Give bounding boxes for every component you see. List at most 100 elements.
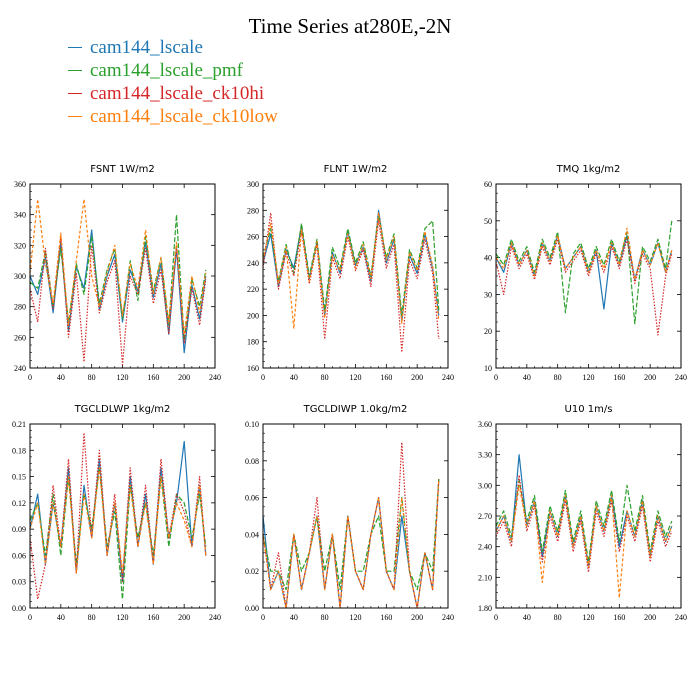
y-tick-label: 2.70 (478, 512, 492, 521)
y-tick-label: 200 (247, 311, 259, 320)
legend-label-lscale: cam144_lscale (90, 37, 203, 58)
chart-title: TMQ 1kg/m2 (556, 164, 621, 175)
x-tick-label: 240 (675, 373, 687, 382)
y-tick-label: 0.10 (245, 420, 259, 429)
y-tick-label: 0.02 (245, 567, 259, 576)
y-tick-label: 0.18 (12, 446, 26, 455)
legend-swatch-lscale-pmf (68, 70, 82, 71)
series-line-cam144-lscale (495, 234, 673, 310)
chart-panel-2: TMQ 1kg/m2 0 40 80 120 160 200 240 10 20 30 40 50 60 (484, 164, 687, 382)
figure-title: Time Series at280E,-2N (248, 14, 452, 38)
x-tick-label: 200 (644, 613, 656, 622)
series-line-cam144-lscale (262, 479, 440, 609)
legend-item-lscale-pmf: cam144_lscale_pmf (68, 59, 278, 82)
y-tick-label: 30 (484, 290, 492, 299)
y-tick-label: 3.60 (478, 420, 492, 429)
x-tick-label: 120 (117, 613, 129, 622)
legend-item-lscale: cam144_lscale (68, 36, 278, 59)
series-line-cam144-lscale-ck10hi (29, 432, 207, 600)
y-tick-label: 0.12 (12, 499, 26, 508)
x-tick-label: 240 (209, 373, 221, 382)
x-tick-label: 160 (613, 373, 625, 382)
series-line-cam144-lscale-pmf (29, 467, 207, 600)
legend-item-lscale-ck10low: cam144_lscale_ck10low (68, 105, 278, 128)
y-tick-label: 10 (484, 364, 492, 373)
y-tick-label: 160 (247, 364, 259, 373)
x-tick-label: 0 (494, 613, 498, 622)
legend-label-lscale-ck10hi: cam144_lscale_ck10hi (90, 83, 265, 104)
legend-label-lscale-pmf: cam144_lscale_pmf (90, 60, 244, 81)
y-tick-label: 60 (484, 180, 492, 189)
y-tick-label: 240 (14, 364, 26, 373)
y-tick-label: 0.06 (245, 494, 259, 503)
x-tick-label: 0 (494, 373, 498, 382)
series-line-cam144-lscale-ck10low (262, 212, 440, 330)
x-tick-label: 240 (442, 373, 454, 382)
y-tick-label: 50 (484, 217, 492, 226)
y-tick-label: 3.30 (478, 451, 492, 460)
x-tick-label: 40 (290, 373, 298, 382)
x-tick-label: 0 (28, 613, 32, 622)
y-tick-label: 0.21 (12, 420, 26, 429)
y-tick-label: 300 (247, 180, 259, 189)
legend-label-lscale-ck10low: cam144_lscale_ck10low (90, 106, 278, 127)
x-tick-label: 80 (88, 613, 96, 622)
x-tick-label: 120 (350, 613, 362, 622)
x-tick-label: 40 (57, 373, 65, 382)
x-tick-label: 80 (88, 373, 96, 382)
x-tick-label: 200 (411, 613, 423, 622)
y-tick-label: 260 (14, 333, 26, 342)
series-line-cam144-lscale (29, 440, 207, 583)
chart-title: TGCLDIWP 1.0kg/m2 (303, 404, 408, 415)
y-tick-label: 40 (484, 254, 492, 263)
x-tick-label: 240 (442, 613, 454, 622)
series-line-cam144-lscale-ck10hi (29, 235, 207, 366)
x-tick-label: 240 (209, 613, 221, 622)
x-tick-label: 160 (380, 373, 392, 382)
x-tick-label: 120 (583, 613, 595, 622)
y-tick-label: 3.00 (478, 481, 492, 490)
chart-panel-3: TGCLDLWP 1kg/m2 0 40 80 120 160 200 240 0.00 0.03… (12, 404, 221, 622)
chart-title: TGCLDLWP 1kg/m2 (74, 404, 171, 415)
series-line-cam144-lscale-ck10low (495, 227, 673, 281)
legend-swatch-lscale-ck10low (68, 116, 82, 117)
y-tick-label: 280 (247, 206, 259, 215)
x-tick-label: 80 (554, 373, 562, 382)
series-line-cam144-lscale-pmf (495, 220, 673, 325)
y-tick-label: 280 (14, 303, 26, 312)
y-tick-label: 2.10 (478, 573, 492, 582)
x-tick-label: 40 (523, 373, 531, 382)
chart-title: FLNT 1W/m2 (324, 164, 388, 175)
x-tick-label: 120 (583, 373, 595, 382)
x-tick-label: 160 (147, 373, 159, 382)
y-tick-label: 20 (484, 327, 492, 336)
x-tick-label: 200 (178, 613, 190, 622)
y-tick-label: 0.03 (12, 578, 26, 587)
chart-panel-4: TGCLDIWP 1.0kg/m2 0 40 80 120 160 200 240 0.00 0.… (245, 404, 454, 622)
x-tick-label: 120 (117, 373, 129, 382)
plot-frame (29, 423, 216, 609)
x-tick-label: 0 (28, 373, 32, 382)
x-tick-label: 40 (57, 613, 65, 622)
plot-frame (495, 423, 682, 609)
plot-frame (262, 423, 449, 609)
y-tick-label: 0.08 (245, 457, 259, 466)
y-tick-label: 340 (14, 211, 26, 220)
plot-frame (262, 183, 449, 369)
y-tick-label: 0.00 (245, 604, 259, 613)
plot-frame (495, 183, 682, 369)
legend-swatch-lscale (68, 47, 82, 48)
y-tick-label: 320 (14, 241, 26, 250)
series-line-cam144-lscale-ck10low (29, 198, 207, 335)
y-tick-label: 220 (247, 285, 259, 294)
y-tick-label: 180 (247, 338, 259, 347)
chart-title: U10 1m/s (565, 404, 613, 415)
x-tick-label: 0 (261, 613, 265, 622)
y-tick-label: 360 (14, 180, 26, 189)
series-line-cam144-lscale-ck10low (262, 479, 440, 609)
x-tick-label: 160 (613, 613, 625, 622)
y-tick-label: 0.00 (12, 604, 26, 613)
x-tick-label: 160 (147, 613, 159, 622)
chart-title: FSNT 1W/m2 (90, 164, 154, 175)
y-tick-label: 0.06 (12, 551, 26, 560)
